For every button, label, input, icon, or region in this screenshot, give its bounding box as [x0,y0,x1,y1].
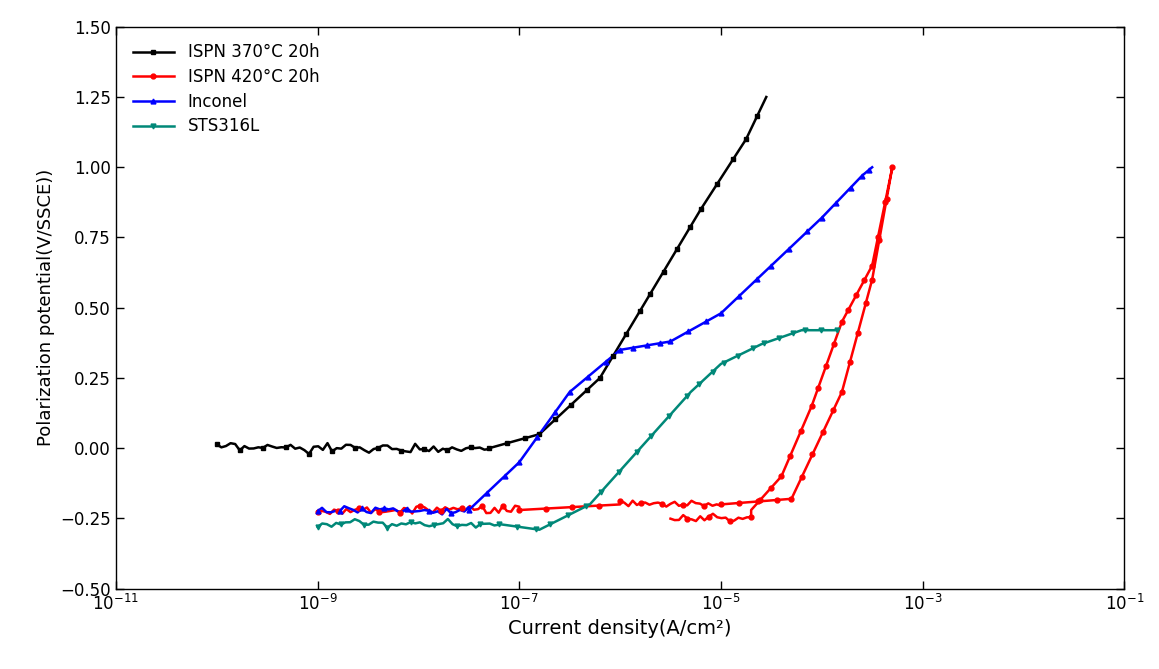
Legend: ISPN 370°C 20h, ISPN 420°C 20h, Inconel, STS316L: ISPN 370°C 20h, ISPN 420°C 20h, Inconel,… [124,35,328,144]
X-axis label: Current density(A/cm²): Current density(A/cm²) [509,619,731,638]
Y-axis label: Polarization potential(V/SSCE)): Polarization potential(V/SSCE)) [37,169,54,446]
